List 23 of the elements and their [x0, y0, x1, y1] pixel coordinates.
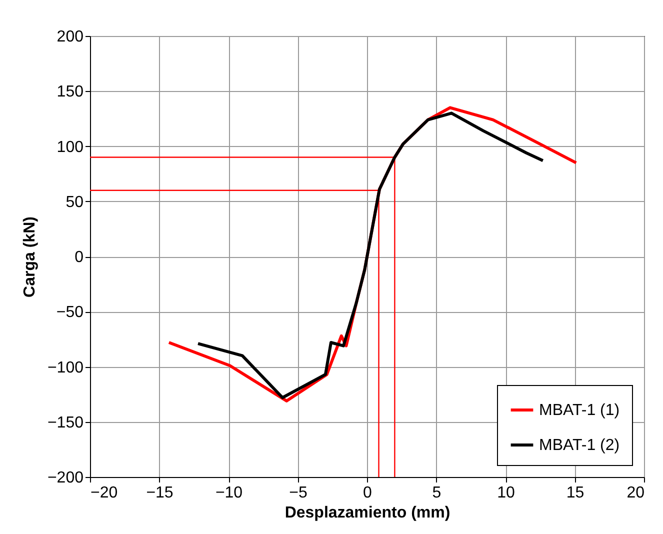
y-tick-label: −50	[56, 304, 84, 322]
x-tick-label: 0	[363, 484, 372, 502]
y-tick-label: 100	[56, 138, 84, 156]
x-tick-label: −15	[146, 484, 174, 502]
x-tick-label: −5	[289, 484, 308, 502]
line-series	[196, 112, 544, 400]
y-tick-label: 0	[74, 249, 84, 266]
x-axis-title: Desplazamiento (mm)	[284, 504, 450, 522]
x-tick-label: 20	[626, 484, 645, 502]
x-tick-label: 5	[432, 484, 442, 502]
y-tick-label: −100	[47, 359, 84, 376]
x-tick-label: −10	[215, 484, 243, 502]
y-axis-title: Carga (kN)	[21, 216, 38, 298]
legend-label: MBAT-1 (1)	[539, 402, 620, 419]
y-tick-label: 150	[56, 84, 84, 101]
y-tick-label: 50	[66, 194, 84, 211]
legend-label: MBAT-1 (2)	[539, 437, 620, 454]
y-tick-label: −200	[47, 470, 84, 486]
x-tick-label: 10	[497, 484, 515, 502]
y-tick-label: 200	[56, 28, 84, 46]
y-tick-label: −150	[47, 414, 84, 432]
x-tick-label: 15	[566, 484, 584, 502]
x-tick-label: −20	[90, 484, 118, 502]
